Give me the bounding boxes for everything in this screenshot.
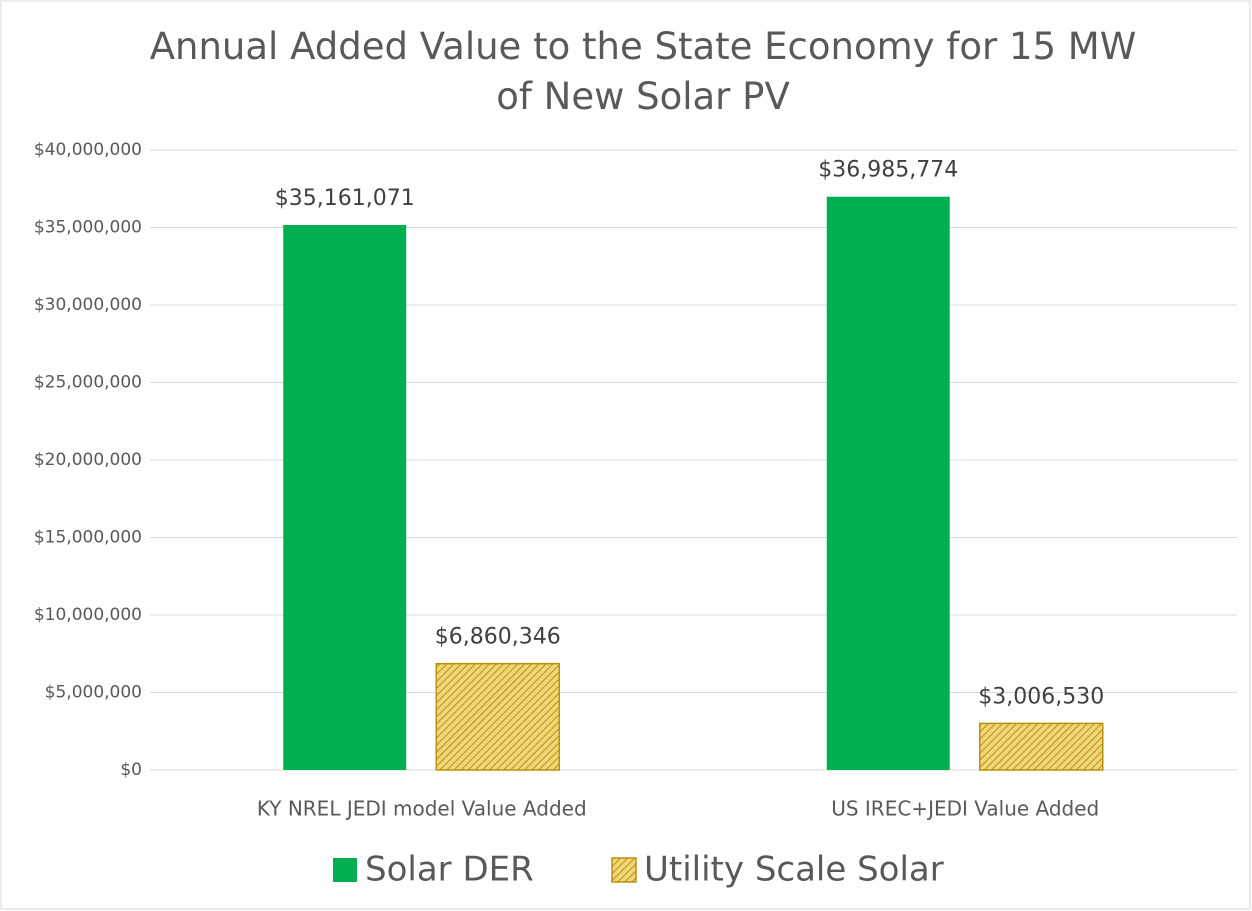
- y-tick-label: $40,000,000: [34, 140, 142, 160]
- legend-label: Solar DER: [365, 850, 534, 890]
- chart-title: Annual Added Value to the State Economy …: [149, 25, 1137, 118]
- bar: [283, 225, 407, 770]
- bar: [826, 196, 950, 770]
- y-tick-label: $35,000,000: [34, 218, 142, 238]
- legend-label: Utility Scale Solar: [644, 850, 944, 890]
- legend-swatch: [333, 858, 357, 882]
- y-tick-label: $15,000,000: [34, 528, 142, 548]
- y-tick-label: $10,000,000: [34, 605, 142, 625]
- y-tick-label: $25,000,000: [34, 373, 142, 393]
- data-label: $3,006,530: [978, 684, 1104, 709]
- y-tick-label: $0: [120, 760, 142, 780]
- y-tick-label: $30,000,000: [34, 295, 142, 315]
- legend-swatch: [611, 857, 637, 883]
- y-tick-label: $20,000,000: [34, 450, 142, 470]
- bar: [979, 722, 1104, 771]
- x-tick-label: US IREC+JEDI Value Added: [831, 797, 1099, 821]
- y-tick-label: $5,000,000: [45, 683, 142, 703]
- data-label: $35,161,071: [275, 186, 415, 211]
- data-label: $36,985,774: [818, 158, 958, 183]
- bar: [435, 662, 560, 771]
- data-label: $6,860,346: [435, 625, 561, 650]
- x-tick-label: KY NREL JEDI model Value Added: [257, 797, 587, 821]
